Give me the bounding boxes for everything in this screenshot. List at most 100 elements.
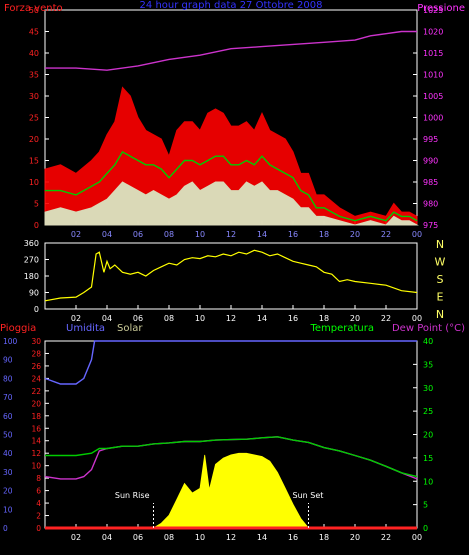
compass-label: N <box>436 238 444 251</box>
compass-label: N <box>436 308 444 321</box>
x-tick-label: 06 <box>133 230 143 239</box>
right-axis-title: Pressione <box>417 3 465 14</box>
temp-tick-label: 35 <box>423 360 433 369</box>
temperature-series <box>45 436 418 478</box>
x-tick-label: 08 <box>164 314 174 323</box>
x-tick-label: 18 <box>319 230 329 239</box>
left-tick-label: 30 <box>29 92 39 101</box>
humidity-tick-label: 100 <box>3 337 18 346</box>
left-tick-label: 25 <box>29 114 39 123</box>
x-tick-label: 04 <box>102 314 112 323</box>
speed-series <box>44 181 419 226</box>
right-axis-title: Temperatura <box>309 323 374 334</box>
temp-tick-label: 5 <box>423 501 428 510</box>
direction-series <box>44 249 418 302</box>
rain-tick-label: 18 <box>31 412 41 421</box>
humidity-tick-label: 70 <box>3 393 13 402</box>
temp-tick-label: 20 <box>423 431 433 440</box>
humidity-tick-label: 90 <box>3 356 13 365</box>
x-tick-label: 12 <box>226 314 236 323</box>
right-tick-label: 975 <box>423 221 438 230</box>
x-tick-label: 22 <box>381 314 391 323</box>
direction-tick-label: 90 <box>29 289 39 298</box>
solar-series <box>152 452 310 529</box>
x-tick-label: 22 <box>381 230 391 239</box>
average-series <box>45 150 418 222</box>
rain-tick-label: 22 <box>31 387 41 396</box>
direction-tick-label: 180 <box>24 272 39 281</box>
temp-tick-label: 25 <box>423 407 433 416</box>
left-tick-label: 50 <box>29 6 39 15</box>
x-tick-label: 00 <box>412 533 422 542</box>
temp-humidity-solar-panel: 0102030405060708090100024681012141618202… <box>0 323 465 542</box>
rain-tick-label: 30 <box>31 337 41 346</box>
left-tick-label: 10 <box>29 178 39 187</box>
rain-tick-label: 16 <box>31 424 41 433</box>
plot-frame <box>44 242 418 310</box>
humidity-tick-label: 10 <box>3 505 13 514</box>
left-tick-label: 35 <box>29 71 39 80</box>
left-tick-label: 40 <box>29 49 39 58</box>
humidity-tick-label: 20 <box>3 487 13 496</box>
rain-tick-label: 28 <box>31 349 41 358</box>
compass-label: S <box>437 273 444 286</box>
x-tick-label: 18 <box>319 533 329 542</box>
rain-tick-label: 12 <box>31 449 41 458</box>
chart-title: 24 hour graph data 27 Ottobre 2008 <box>140 0 323 11</box>
humidity-tick-label: 80 <box>3 374 13 383</box>
x-tick-label: 20 <box>350 533 360 542</box>
right-tick-label: 980 <box>423 200 438 209</box>
right-tick-label: 995 <box>423 135 438 144</box>
rain-tick-label: 8 <box>36 474 41 483</box>
left-axis-title: Solar <box>117 323 143 334</box>
x-tick-label: 16 <box>288 314 298 323</box>
sunset-label: Sun Set <box>293 491 324 500</box>
compass-label: E <box>437 291 444 304</box>
x-tick-label: 14 <box>257 230 267 239</box>
x-tick-label: 10 <box>195 230 205 239</box>
x-tick-label: 16 <box>288 230 298 239</box>
rain-tick-label: 6 <box>36 487 41 496</box>
rain-tick-label: 4 <box>36 499 41 508</box>
humidity-tick-label: 30 <box>3 468 13 477</box>
rain-tick-label: 14 <box>31 437 41 446</box>
direction-tick-label: 270 <box>24 256 39 265</box>
left-tick-label: 0 <box>34 221 39 230</box>
right-axis-title: Dew Point (°C) <box>392 323 465 334</box>
right-tick-label: 1000 <box>423 114 443 123</box>
x-tick-label: 02 <box>71 230 81 239</box>
humidity-tick-label: 0 <box>3 524 8 533</box>
humidity-series <box>44 340 417 385</box>
left-tick-label: 20 <box>29 135 39 144</box>
temp-tick-label: 10 <box>423 477 433 486</box>
temp-tick-label: 30 <box>423 384 433 393</box>
right-tick-label: 1015 <box>423 49 443 58</box>
x-tick-label: 06 <box>133 314 143 323</box>
rain-tick-label: 24 <box>31 374 41 383</box>
right-tick-label: 1005 <box>423 92 443 101</box>
humidity-tick-label: 60 <box>3 412 13 421</box>
direction-tick-label: 0 <box>34 305 39 314</box>
right-tick-label: 1020 <box>423 28 443 37</box>
x-tick-label: 08 <box>164 230 174 239</box>
left-axis-title: Pioggia <box>0 323 36 334</box>
temp-tick-label: 15 <box>423 454 433 463</box>
wind-pressure-panel: 0510152025303540455097598098599099510001… <box>4 0 465 239</box>
x-tick-label: 04 <box>102 533 112 542</box>
compass-label: W <box>435 256 446 269</box>
humidity-tick-label: 40 <box>3 449 13 458</box>
right-tick-label: 990 <box>423 157 438 166</box>
x-tick-label: 10 <box>195 314 205 323</box>
x-tick-label: 20 <box>350 314 360 323</box>
left-axis-title: Umidita <box>66 323 105 334</box>
x-tick-label: 18 <box>319 314 329 323</box>
x-tick-label: 06 <box>133 533 143 542</box>
x-tick-label: 14 <box>257 314 267 323</box>
x-tick-label: 20 <box>350 230 360 239</box>
temp-tick-label: 40 <box>423 337 433 346</box>
rain-tick-label: 20 <box>31 399 41 408</box>
rain-tick-label: 2 <box>36 512 41 521</box>
left-tick-label: 45 <box>29 28 39 37</box>
